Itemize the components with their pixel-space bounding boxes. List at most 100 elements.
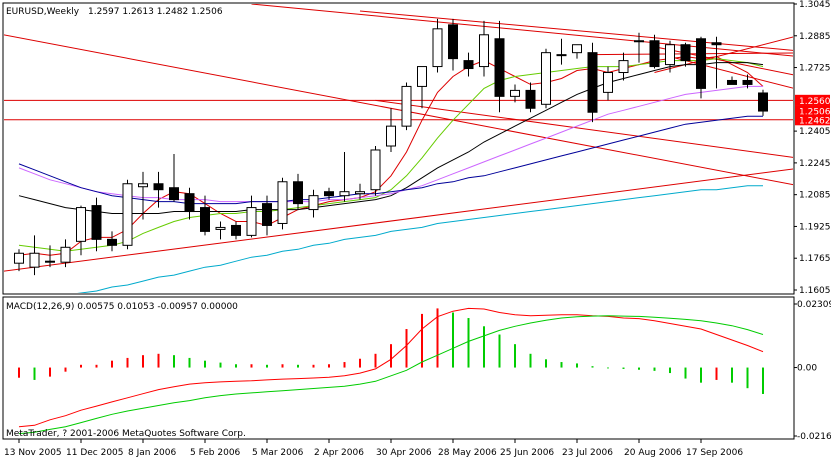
candle: [556, 38, 567, 65]
macd-histogram: [18, 308, 764, 394]
candle-body: [572, 44, 582, 54]
candle: [696, 36, 706, 99]
time-tick-label: 23 Jul 2006: [562, 448, 613, 458]
candle: [76, 205, 86, 256]
time-tick-label: 5 Feb 2006: [190, 448, 241, 458]
candle: [122, 179, 133, 250]
candle: [510, 84, 520, 103]
candle: [153, 171, 164, 208]
time-axis: 13 Nov 2005 11 Dec 2005 8 Jan 2006 5 Feb 20…: [4, 439, 743, 458]
price-axis: 1.3045 1.2885 1.2725 1.2405 1.2245 1.2085 1.19…: [794, 0, 831, 296]
candle: [463, 52, 474, 77]
candle-body: [184, 193, 195, 213]
trendline-0: [4, 34, 793, 186]
candle-body: [138, 183, 148, 188]
price-tag-label: 1.2506: [799, 108, 831, 118]
candle-body: [277, 181, 288, 224]
price-tick-label: 1.1765: [799, 254, 831, 264]
price-tick-label: 1.3045: [799, 0, 831, 10]
candle-body: [541, 52, 551, 105]
candle: [308, 189, 319, 218]
candle: [618, 52, 629, 81]
macd-line: [18, 307, 764, 428]
macd-axis: 0.02309 0.00 -0.02167: [794, 300, 831, 442]
candle: [246, 195, 257, 238]
candle: [572, 44, 582, 59]
price-pane-frame: [2, 2, 795, 295]
candle-body: [556, 54, 567, 57]
candle: [448, 18, 458, 71]
candle-body: [107, 238, 117, 246]
chart-header-symbol: EURUSD,Weekly: [6, 7, 80, 17]
candle: [29, 235, 40, 276]
candle: [432, 18, 443, 73]
price-tag: [795, 94, 830, 106]
candle-body: [122, 183, 133, 246]
candle: [215, 221, 226, 240]
time-tick-label: 30 Apr 2006: [376, 448, 432, 458]
candle: [277, 177, 288, 230]
candle: [91, 197, 102, 252]
candle-body: [262, 203, 272, 226]
candle-body: [758, 92, 768, 112]
price-pane[interactable]: EURUSD,Weekly 1.2597 1.2613 1.2482 1.250…: [2, 2, 831, 301]
candle: [711, 36, 722, 89]
candle: [14, 249, 24, 272]
candle: [339, 151, 350, 202]
candle: [60, 239, 71, 268]
candle-body: [14, 252, 24, 264]
candle-body: [727, 79, 737, 85]
candle-body: [479, 34, 489, 68]
time-tick-label: 17 Sep 2006: [686, 448, 743, 458]
candle: [525, 82, 536, 113]
candle-body: [91, 205, 102, 240]
candle-body: [386, 125, 396, 147]
candle: [649, 34, 660, 69]
candle-body: [742, 79, 753, 85]
candle-body: [324, 191, 334, 197]
copyright-text: MetaTrader, ? 2001-2006 MetaQuotes Softw…: [6, 429, 246, 439]
time-tick-label: 5 Mar 2006: [252, 448, 304, 458]
candle-body: [417, 66, 427, 87]
candle-body: [711, 42, 722, 46]
time-tick-label: 8 Jan 2006: [128, 448, 176, 458]
trendline-3: [251, 4, 793, 57]
trendline-1: [4, 168, 793, 272]
price-tick-label: 1.1605: [799, 286, 831, 296]
price-tick-label: 1.2885: [799, 32, 831, 42]
chart-header-ohlc: 1.2597 1.2613 1.2482 1.2506: [88, 7, 223, 17]
candle: [680, 42, 691, 67]
candle: [587, 42, 598, 123]
candle-body: [463, 60, 474, 70]
candle-body: [29, 252, 40, 268]
macd-tick-label: -0.02167: [797, 432, 831, 442]
candle-body: [634, 40, 644, 43]
candle: [45, 245, 55, 268]
candle-body: [603, 72, 613, 93]
candle-body: [510, 89, 520, 97]
candle-body: [401, 85, 412, 127]
candle-body: [618, 60, 629, 74]
candle-body: [60, 246, 71, 263]
candle-body: [308, 195, 319, 211]
price-tick-label: 1.2725: [799, 64, 831, 74]
candle: [603, 66, 613, 101]
macd-pane[interactable]: MACD(12,26,9) 0.00575 0.01053 -0.00957 0…: [2, 296, 795, 440]
candle: [262, 195, 272, 236]
candle-body: [696, 38, 706, 89]
price-tick-label: 1.2085: [799, 191, 831, 201]
candle: [355, 183, 365, 200]
macd-tick-label: 0.02309: [797, 300, 831, 310]
candle-body: [525, 89, 536, 109]
time-tick-label: 2 Apr 2006: [314, 448, 364, 458]
candle: [494, 20, 505, 113]
time-tick-label: 11 Dec 2005: [66, 448, 124, 458]
candle: [634, 32, 644, 63]
price-tick-label: 1.2245: [799, 159, 831, 169]
candle-body: [370, 149, 381, 191]
candle-body: [215, 226, 226, 230]
price-tag-label: 1.2462: [799, 116, 831, 126]
candle-body: [231, 224, 241, 236]
